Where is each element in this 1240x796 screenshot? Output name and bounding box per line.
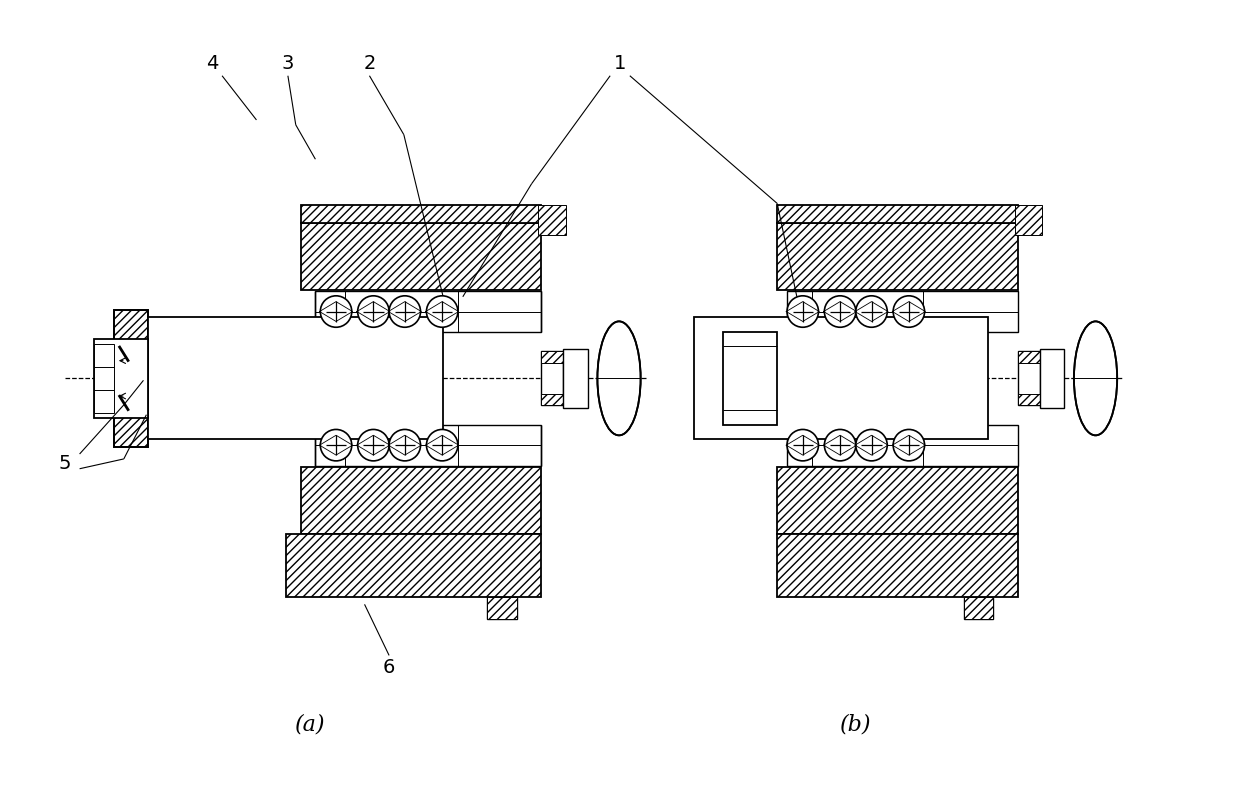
Ellipse shape	[598, 322, 641, 435]
Circle shape	[825, 296, 856, 327]
Bar	[542, 351, 563, 363]
Bar	[315, 424, 542, 466]
Bar	[1018, 393, 1039, 405]
Bar	[1018, 351, 1039, 405]
Bar	[94, 344, 114, 413]
Circle shape	[389, 429, 420, 461]
Bar	[1039, 349, 1064, 408]
Bar	[542, 351, 563, 405]
Bar	[487, 598, 517, 619]
Bar	[777, 533, 1018, 598]
Circle shape	[427, 429, 458, 461]
Text: 1: 1	[614, 54, 626, 73]
Bar	[777, 466, 1018, 533]
Bar	[777, 205, 1018, 223]
Bar	[693, 318, 988, 439]
Bar	[777, 223, 1018, 290]
Circle shape	[856, 429, 888, 461]
Circle shape	[825, 429, 856, 461]
Circle shape	[787, 296, 818, 327]
Circle shape	[320, 429, 352, 461]
Ellipse shape	[1074, 322, 1117, 435]
Circle shape	[893, 296, 925, 327]
Bar	[149, 318, 443, 439]
Text: 5: 5	[58, 455, 71, 474]
Ellipse shape	[1079, 334, 1112, 374]
Bar	[542, 393, 563, 405]
Bar	[487, 598, 517, 619]
Bar	[114, 310, 149, 447]
Circle shape	[320, 296, 352, 327]
Circle shape	[357, 429, 389, 461]
Circle shape	[893, 429, 925, 461]
Text: 2: 2	[363, 54, 376, 73]
Bar	[963, 598, 993, 619]
Text: 6: 6	[383, 657, 396, 677]
Ellipse shape	[1079, 382, 1112, 422]
Bar	[315, 291, 542, 332]
Ellipse shape	[603, 382, 635, 422]
Circle shape	[357, 296, 389, 327]
Bar	[94, 339, 149, 418]
Bar	[723, 332, 777, 425]
Text: 4: 4	[206, 54, 218, 73]
Text: 3: 3	[281, 54, 294, 73]
Bar	[563, 349, 588, 408]
Bar	[114, 403, 149, 447]
Bar	[538, 205, 565, 235]
Bar	[300, 205, 542, 223]
Bar	[114, 310, 149, 353]
Circle shape	[389, 296, 420, 327]
Text: (a): (a)	[295, 713, 326, 736]
Circle shape	[427, 296, 458, 327]
Text: (b): (b)	[839, 713, 872, 736]
Bar	[1016, 205, 1043, 235]
Bar	[300, 466, 542, 533]
Bar	[300, 223, 542, 290]
Bar	[286, 533, 542, 598]
Bar	[1018, 351, 1039, 363]
Circle shape	[787, 429, 818, 461]
Bar	[787, 424, 1018, 466]
Bar	[963, 598, 993, 619]
Circle shape	[856, 296, 888, 327]
Bar	[787, 291, 1018, 332]
Ellipse shape	[603, 334, 635, 374]
